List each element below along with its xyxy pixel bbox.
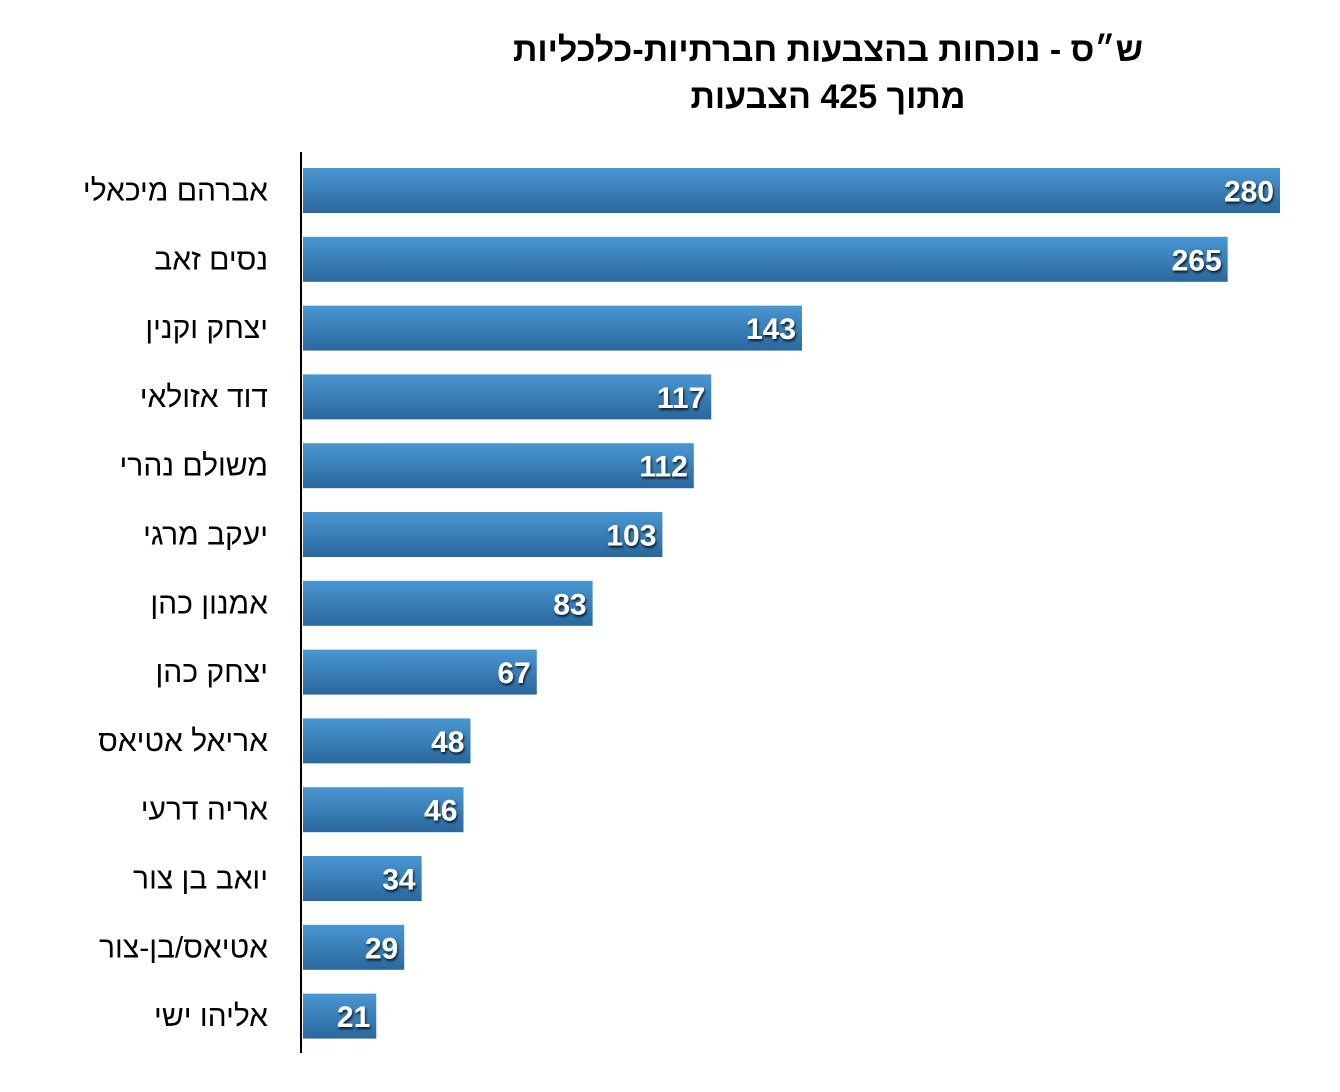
category-label: דוד אזולאי bbox=[140, 381, 268, 414]
category-label: יואב בן צור bbox=[133, 863, 268, 896]
bar bbox=[303, 649, 537, 695]
category-label: יצחק וקנין bbox=[145, 312, 268, 345]
bar bbox=[303, 993, 377, 1039]
data-label: 265 bbox=[1172, 244, 1222, 277]
data-label: 46 bbox=[424, 795, 457, 828]
bar bbox=[303, 374, 712, 420]
category-label: אריה דרעי bbox=[141, 794, 268, 827]
data-label: 48 bbox=[431, 726, 464, 759]
category-label: אברהם מיכאלי bbox=[83, 175, 268, 208]
bar bbox=[303, 443, 694, 489]
category-label: משולם נהרי bbox=[120, 450, 269, 483]
data-label: 29 bbox=[365, 932, 398, 965]
bar bbox=[303, 856, 422, 901]
data-label: 34 bbox=[382, 864, 416, 897]
bar bbox=[303, 718, 471, 764]
chart-title: ש״ס - נוכחות בהצבעות חברתיות-כלכליות bbox=[512, 31, 1144, 69]
bar bbox=[303, 236, 1228, 282]
bar bbox=[303, 924, 405, 970]
data-label: 117 bbox=[657, 382, 705, 415]
data-label: 83 bbox=[553, 588, 586, 621]
category-label: אליהו ישי bbox=[154, 1000, 268, 1033]
data-label: 21 bbox=[337, 1001, 370, 1034]
category-label: אריאל אטיאס bbox=[98, 725, 268, 758]
data-label: 280 bbox=[1224, 176, 1274, 209]
category-label: אמנון כהן bbox=[150, 587, 268, 620]
bar bbox=[303, 305, 802, 351]
bar bbox=[303, 787, 464, 833]
chart-subtitle: מתוך 425 הצבעות bbox=[690, 78, 966, 116]
category-label: יצחק כהן bbox=[156, 656, 268, 689]
bar bbox=[303, 168, 1280, 213]
bar bbox=[303, 580, 593, 626]
category-label: יעקב מרגי bbox=[143, 519, 268, 552]
bar bbox=[303, 512, 663, 557]
category-label: נסים זאב bbox=[154, 243, 268, 276]
data-label: 143 bbox=[746, 313, 796, 346]
data-label: 112 bbox=[639, 451, 687, 484]
data-label: 67 bbox=[497, 657, 530, 690]
data-label: 103 bbox=[606, 520, 656, 553]
category-label: אטיאס/בן-צור bbox=[99, 931, 268, 964]
